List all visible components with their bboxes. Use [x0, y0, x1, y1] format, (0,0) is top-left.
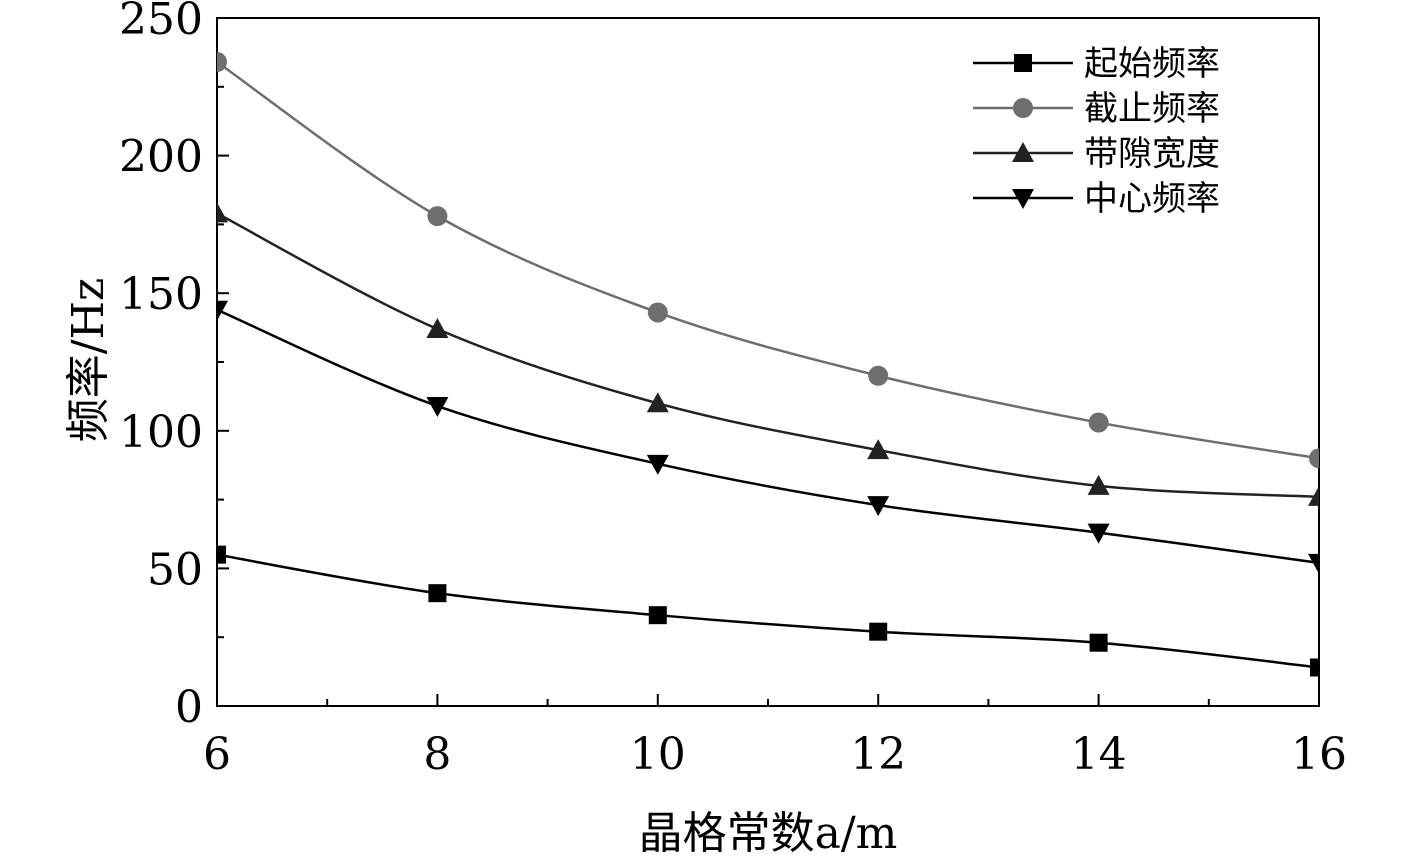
series-4: [217, 300, 1319, 574]
data-point: [1310, 658, 1319, 677]
y-tick-label: 150: [119, 269, 203, 320]
data-point: [426, 317, 449, 338]
data-point: [647, 302, 668, 323]
data-point: [1308, 553, 1319, 574]
series-1: [217, 545, 1319, 677]
series-line: [217, 308, 1319, 565]
series-line: [217, 61, 1319, 460]
data-point: [427, 206, 448, 227]
data-point: [867, 496, 890, 517]
legend-item: 起始频率: [973, 44, 1220, 84]
data-point: [428, 584, 447, 603]
y-axis-title: 频率/Hz: [63, 278, 114, 442]
data-point: [1308, 485, 1319, 506]
data-point: [1088, 412, 1109, 433]
y-tick-label: 250: [119, 0, 203, 45]
data-point: [868, 365, 889, 386]
x-tick-label: 12: [850, 729, 906, 780]
legend-label: 带隙宽度: [1084, 134, 1220, 174]
x-tick-label: 14: [1071, 729, 1127, 780]
y-tick-label: 100: [119, 407, 203, 458]
legend-item: 截止频率: [973, 89, 1220, 129]
data-point: [648, 606, 667, 625]
data-point: [869, 622, 888, 641]
legend-label: 截止频率: [1084, 89, 1220, 129]
data-point: [1087, 474, 1110, 495]
legend-marker: [1013, 98, 1033, 118]
x-tick-label: 6: [203, 729, 231, 780]
x-axis: 6 8 10 12 14 16: [203, 694, 1347, 780]
legend-label: 起始频率: [1084, 44, 1220, 84]
data-point: [646, 392, 669, 413]
x-tick-label: 10: [630, 729, 686, 780]
series-line: [217, 553, 1319, 669]
x-axis-title: 晶格常数a/m: [639, 808, 898, 859]
data-point: [217, 202, 228, 223]
y-tick-label: 50: [147, 544, 203, 595]
y-axis: 0 50 100 150 200 250: [119, 0, 229, 733]
series-line: [217, 212, 1319, 499]
legend-marker: [1012, 189, 1034, 209]
data-point: [646, 454, 669, 475]
series-3: [217, 202, 1319, 506]
legend-marker: [1014, 54, 1032, 72]
data-point: [217, 52, 227, 73]
data-point: [1309, 448, 1319, 469]
data-point: [217, 300, 228, 321]
legend-marker: [1012, 142, 1034, 162]
series-layer: [217, 52, 1319, 677]
y-tick-label: 0: [175, 682, 203, 733]
x-tick-label: 16: [1291, 729, 1347, 780]
legend-label: 中心频率: [1084, 179, 1220, 219]
data-point: [217, 545, 226, 564]
x-tick-label: 8: [423, 729, 451, 780]
data-point: [1089, 633, 1108, 652]
legend-item: 中心频率: [973, 179, 1220, 219]
data-point: [426, 397, 449, 418]
data-point: [1087, 523, 1110, 544]
data-point: [867, 439, 890, 460]
y-tick-label: 200: [119, 132, 203, 183]
series-2: [217, 52, 1319, 469]
legend-item: 带隙宽度: [973, 134, 1220, 174]
